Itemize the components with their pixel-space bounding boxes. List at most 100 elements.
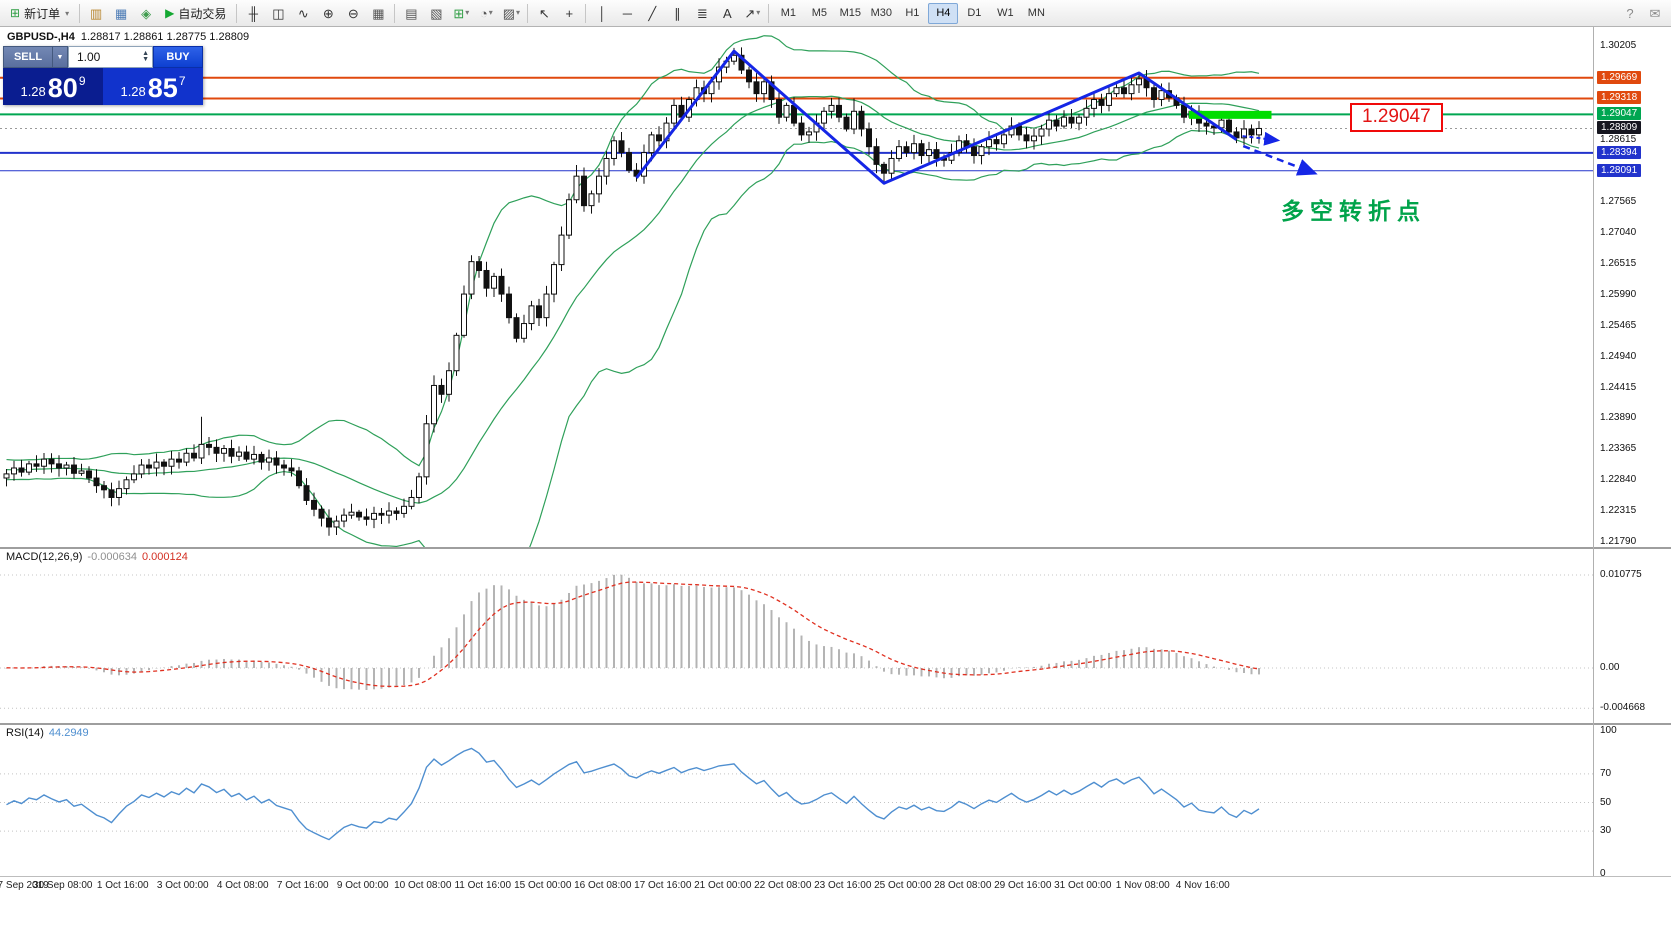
line-chart-icon[interactable]: ∿ (291, 2, 315, 25)
cursor-icon: ↖ (538, 5, 550, 21)
autotrading-button[interactable]: ▶ 自动交易 (159, 2, 232, 25)
candle (581, 167, 587, 212)
periods-icon[interactable]: ◔ ▾ (474, 2, 498, 25)
candle (813, 114, 820, 141)
candle (318, 505, 325, 527)
volume-input[interactable]: 1.00 ▲ ▼ (68, 46, 153, 68)
time-axis-label: 16 Oct 08:00 (574, 880, 632, 891)
profiles-icon[interactable]: ▦ (109, 2, 133, 25)
candle (161, 459, 167, 476)
macd-signal-line (6, 581, 1260, 688)
candle (206, 436, 212, 456)
price-level-callout: 1.29047 (1350, 103, 1443, 132)
candle (86, 466, 92, 483)
candle (1053, 115, 1060, 132)
candle (33, 455, 40, 472)
zigzag-trendline[interactable] (635, 49, 1238, 185)
help-icon[interactable]: ? (1618, 2, 1642, 25)
tf-button-m5[interactable]: M5 (811, 7, 827, 19)
new-order-button[interactable]: ⊞ 新订单 ▾ (4, 2, 75, 25)
chart-window-icon[interactable]: ▥ (84, 2, 108, 25)
candle (851, 98, 857, 135)
candle (1151, 82, 1157, 108)
price-scale-label: 1.25465 (1600, 319, 1637, 331)
time-axis-label: 10 Oct 08:00 (394, 880, 452, 891)
candle (978, 144, 985, 165)
candle (1128, 77, 1135, 101)
zoom-out-icon[interactable]: ⊖ (341, 2, 365, 25)
horizontal-line-icon[interactable]: ─ (615, 2, 639, 25)
sell-price[interactable]: 1.28 80 9 (3, 68, 103, 105)
trendline-icon[interactable]: ╱ (640, 2, 664, 25)
buy-price[interactable]: 1.28 85 7 (103, 68, 203, 105)
chat-icon: ✉ (1649, 5, 1661, 21)
chart-symbol-label: GBPUSD-,H4 1.28817 1.28861 1.28775 1.2880… (7, 31, 249, 43)
tf-button-w1[interactable]: W1 (997, 7, 1014, 19)
tf-button-d1[interactable]: D1 (967, 7, 982, 19)
rsi-name: RSI(14) (6, 727, 44, 739)
candle (1106, 84, 1112, 112)
tf-button-mn[interactable]: MN (1027, 7, 1045, 19)
candle (1091, 93, 1097, 118)
one-click-trading-panel: SELL ▼ 1.00 ▲ ▼ BUY 1.28 80 9 1.28 85 7 (3, 46, 203, 105)
vertical-line-icon[interactable]: │ (590, 2, 614, 25)
fibonacci-icon[interactable]: ≣ (690, 2, 714, 25)
candlestick-chart-icon[interactable]: ◫ (266, 2, 290, 25)
bar-chart-icon[interactable]: ╫ (241, 2, 265, 25)
tile-windows-icon[interactable]: ▦ (366, 2, 390, 25)
candle (3, 469, 10, 487)
candle (633, 163, 640, 182)
green-level-segment[interactable] (1189, 110, 1272, 119)
buy-button[interactable]: BUY (153, 46, 203, 68)
stepper-up-icon[interactable]: ▲ (142, 50, 149, 57)
candle (768, 75, 775, 108)
sell-button[interactable]: SELL (3, 46, 53, 68)
candle (48, 453, 55, 473)
tf-button-h4[interactable]: H4 (928, 2, 959, 24)
candle (1031, 128, 1037, 150)
cascade-windows-icon[interactable]: ▧ (424, 2, 448, 25)
candle (228, 439, 235, 464)
candle (761, 76, 767, 103)
candle (1046, 111, 1052, 137)
candle (1256, 121, 1262, 144)
bb-lower (6, 129, 1260, 547)
volume-stepper[interactable]: ▲ ▼ (142, 50, 149, 63)
channel-icon[interactable]: ∥ (665, 2, 689, 25)
rsi-scale-label: 100 (1600, 725, 1617, 736)
stepper-down-icon[interactable]: ▼ (142, 56, 149, 63)
periods-icon: ◔ (479, 5, 488, 21)
order-settings-dropdown[interactable]: ▼ (53, 46, 68, 68)
candle (108, 482, 115, 507)
rsi-indicator-label: RSI(14) 44.2949 (6, 727, 89, 739)
new-order-icon: ⊞ (10, 6, 21, 20)
text-label-icon[interactable]: A (715, 2, 739, 25)
zoom-in-icon[interactable]: ⊕ (316, 2, 340, 25)
price-scale-label: 1.22315 (1600, 505, 1637, 517)
indicators-icon[interactable]: ⊞ ▾ (449, 2, 473, 25)
projection-arrow-main[interactable] (1242, 144, 1318, 176)
pane-divider (0, 723, 1671, 725)
cursor-icon[interactable]: ↖ (532, 2, 556, 25)
chat-icon[interactable]: ✉ (1643, 2, 1667, 25)
crosshair-icon[interactable]: + (557, 2, 581, 25)
tf-button-m1[interactable]: M1 (780, 7, 796, 19)
arrows-icon[interactable]: ↗ ▾ (740, 2, 764, 25)
time-axis-label: 17 Oct 16:00 (634, 880, 692, 891)
tf-button-m30[interactable]: M30 (870, 7, 893, 19)
candle (71, 456, 77, 479)
templates-icon[interactable]: ▨ ▾ (499, 2, 523, 25)
candle (573, 164, 580, 204)
candle (873, 138, 880, 174)
market-watch-icon[interactable]: ◈ (134, 2, 158, 25)
candle (18, 459, 25, 477)
projection-arrow-mini[interactable] (1242, 131, 1281, 146)
tf-button-m15[interactable]: M15 (839, 7, 862, 19)
arrange-windows-icon[interactable]: ▤ (399, 2, 423, 25)
candle (918, 139, 925, 164)
candle (41, 453, 47, 474)
tf-button-h1[interactable]: H1 (905, 7, 920, 19)
candle (1098, 93, 1105, 114)
rsi-scale-label: 50 (1600, 796, 1612, 808)
